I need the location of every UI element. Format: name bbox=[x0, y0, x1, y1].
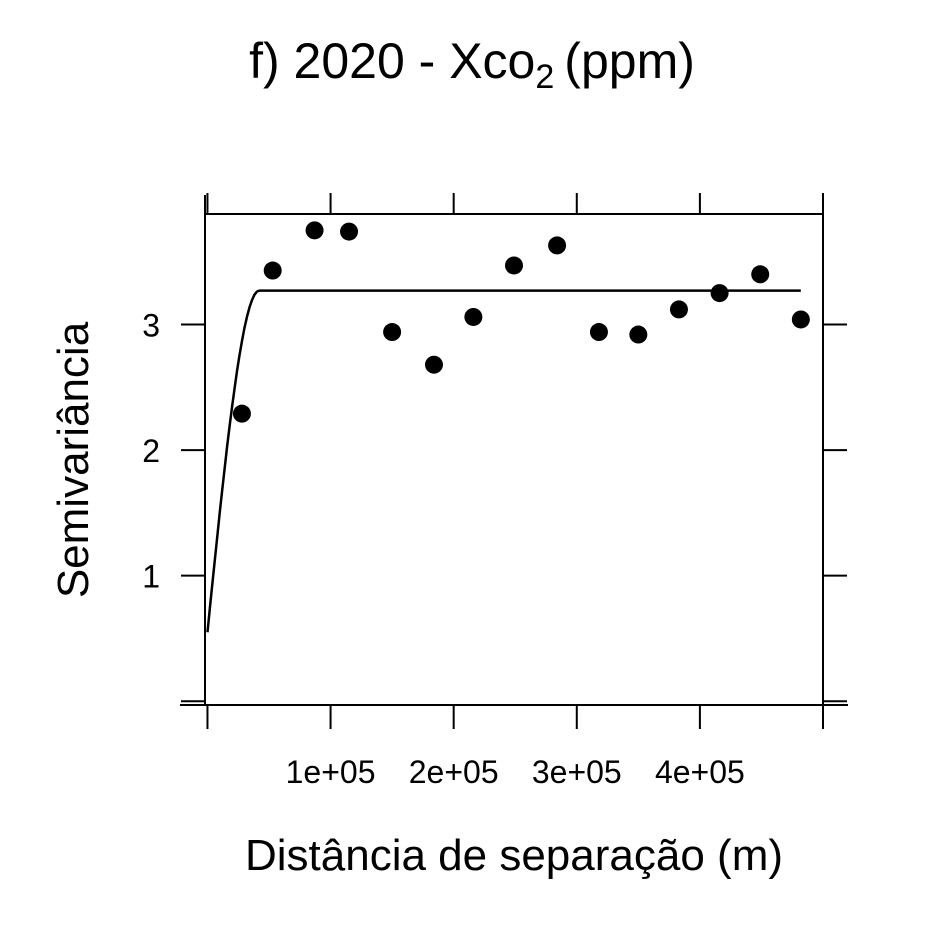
data-point bbox=[340, 222, 359, 241]
data-point bbox=[669, 300, 688, 319]
y-tick-label: 2 bbox=[142, 433, 160, 469]
data-point bbox=[710, 284, 729, 303]
data-point bbox=[751, 265, 770, 284]
title-subscript: 2 bbox=[535, 58, 554, 96]
data-point bbox=[791, 310, 810, 329]
data-point bbox=[424, 355, 443, 374]
axis-ticks bbox=[181, 193, 847, 729]
title-unit: (ppm) bbox=[564, 33, 695, 89]
x-axis-label: Distância de separação (m) bbox=[245, 831, 783, 880]
axis-tick-labels: 1e+05 2e+05 3e+05 4e+05 1 2 3 bbox=[142, 308, 745, 790]
x-tick-label: 1e+05 bbox=[286, 754, 376, 790]
y-axis-label: Semivariância bbox=[49, 321, 98, 598]
model-curve-group bbox=[206, 289, 801, 633]
data-point bbox=[464, 307, 483, 326]
y-tick-label: 3 bbox=[142, 308, 160, 344]
data-point bbox=[548, 236, 567, 255]
model-curve bbox=[206, 289, 801, 633]
x-tick-label: 3e+05 bbox=[532, 754, 622, 790]
chart-title: f) 2020 - Xco2 (ppm) bbox=[249, 33, 695, 96]
x-tick-label: 4e+05 bbox=[655, 754, 745, 790]
data-point bbox=[505, 256, 523, 275]
y-tick-label: 1 bbox=[142, 559, 160, 595]
data-point bbox=[232, 404, 251, 423]
data-points bbox=[232, 221, 810, 423]
data-point bbox=[629, 325, 648, 344]
x-tick-label: 2e+05 bbox=[409, 754, 499, 790]
data-point bbox=[589, 323, 608, 342]
data-point bbox=[305, 221, 324, 240]
title-prefix: f) 2020 - Xco bbox=[249, 33, 535, 89]
data-point bbox=[383, 323, 402, 342]
data-point bbox=[263, 261, 282, 280]
